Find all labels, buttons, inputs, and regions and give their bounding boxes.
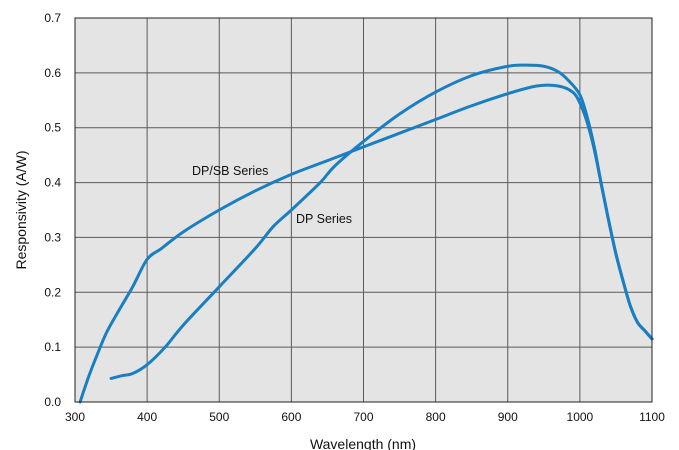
y-tick-label: 0.1 bbox=[44, 340, 61, 354]
x-tick-label: 800 bbox=[426, 410, 446, 424]
y-tick-label: 0.7 bbox=[44, 11, 61, 25]
series-line-dp bbox=[109, 63, 654, 380]
x-tick-label: 1000 bbox=[567, 410, 594, 424]
series-label-dp-sb: DP/SB Series bbox=[192, 164, 268, 178]
y-tick-label: 0.6 bbox=[44, 66, 61, 80]
x-axis-title: Wavelength (nm) bbox=[310, 436, 416, 450]
y-tick-label: 0.3 bbox=[44, 230, 61, 244]
y-tick-labels: 0.0 0.1 0.2 0.3 0.4 0.5 0.6 0.7 bbox=[44, 11, 61, 409]
x-tick-label: 600 bbox=[281, 410, 301, 424]
y-tick-label: 0.2 bbox=[44, 285, 61, 299]
y-tick-label: 0.0 bbox=[44, 395, 61, 409]
x-tick-labels: 300 400 500 600 700 800 900 1000 1100 bbox=[65, 410, 665, 424]
y-tick-label: 0.4 bbox=[44, 176, 61, 190]
x-tick-label: 400 bbox=[137, 410, 157, 424]
y-tick-label: 0.5 bbox=[44, 121, 61, 135]
x-tick-label: 700 bbox=[353, 410, 373, 424]
x-tick-label: 300 bbox=[65, 410, 85, 424]
x-tick-label: 900 bbox=[498, 410, 518, 424]
y-axis-title: Responsivity (A/W) bbox=[13, 150, 29, 269]
plot-border bbox=[74, 17, 653, 403]
x-tick-label: 1100 bbox=[639, 410, 665, 424]
series-label-dp: DP Series bbox=[296, 212, 352, 226]
x-tick-label: 500 bbox=[209, 410, 229, 424]
series-lines bbox=[78, 63, 654, 404]
